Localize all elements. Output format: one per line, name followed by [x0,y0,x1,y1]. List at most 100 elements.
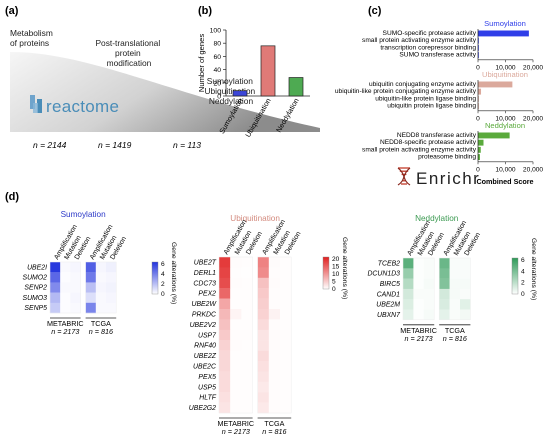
gene-label: HLTF [199,395,217,402]
term-label: transcription corepressor binding [380,44,476,51]
heatmap-cell [219,392,231,403]
panel-a: Metabolism of proteins Post-translationa… [10,28,320,150]
heatmap-cell [268,288,281,299]
term-bar [478,37,479,44]
heatmap-cell [230,277,242,289]
scale-tick-label: 6 [521,257,525,264]
panel-d-heatmaps: SumoylationAmplificationMutationDeletion… [22,210,537,436]
term-bar [478,52,479,58]
heatmap-cell [413,299,424,310]
term-label: ubiquitin-like protein ligase binding [375,95,476,102]
heatmap-cell [460,278,471,290]
heatmap-cell [280,381,292,393]
heatmap-cell [449,278,461,290]
x-tick-label: 20,000 [523,115,544,122]
heatmap-cell [230,361,242,372]
heatmap-cell [219,371,231,382]
cohort-name: METABRIC [47,319,84,328]
bar-ubiquitination [260,45,276,97]
gene-label: SENP2 [24,285,47,292]
x-tick-label: 0 [476,166,480,173]
panel-label-d: (d) [5,191,19,203]
heatmap-cell [95,262,107,273]
funnel-curve [10,52,320,132]
heatmap-cell [95,292,107,303]
gene-label: UBE2I [27,264,47,271]
heatmap-cell [403,278,414,290]
heatmap-cell [449,258,461,269]
heatmap-cell [70,282,81,293]
heatmap-cell [85,292,96,303]
heatmap-cell [50,282,61,293]
term-bar [478,139,484,146]
heatmap-cell [257,392,269,403]
heatmap-cell [219,267,231,278]
svg-text:reactome: reactome [46,97,119,116]
heatmap-cell [268,381,281,393]
heatmap-cell [219,329,231,341]
count-metabolism: n = 2144 [33,140,67,150]
heatmap-cell [257,257,269,268]
term-bar [478,81,513,88]
term-label: small protein activating enzyme activity [362,146,477,153]
heatmap-cell [403,288,414,300]
heatmap-cell [106,292,117,303]
heatmap-cell [460,258,471,269]
scale-tick-label: 6 [161,261,165,268]
heatmap-cell [460,309,471,320]
heatmap-cell [268,402,281,414]
heatmap-cell [257,288,269,299]
heatmap-cell [257,340,269,351]
heatmap-cell [85,302,96,314]
heatmap-cell [230,392,242,403]
heatmap-cell [230,288,242,299]
color-scale [511,257,519,295]
heatmap-cell [257,371,269,382]
cohort-name: TCGA [91,319,111,328]
heatmap-cell [413,309,424,320]
term-bar [478,44,479,51]
heatmap-cell [230,267,242,278]
heatmap-frame [218,256,253,414]
heatmap-cell [241,267,253,278]
scale-tick-label: 10 [332,271,340,278]
term-label: ubiquitin protein ligase binding [387,103,476,110]
heatmap-cell [230,257,242,268]
heatmap-cell [268,371,281,382]
heatmap-cell [423,268,435,279]
heatmap-frame [257,256,292,414]
heatmap-cell [268,298,281,310]
heatmap-cell [423,288,435,300]
scale-label: Gene alterations (%) [170,242,177,304]
heatmap-cell [241,402,253,414]
heatmap-frame [49,261,81,314]
heatmap-cell [230,371,242,382]
heatmap-cell [439,268,450,279]
heatmap-cell [219,361,231,372]
heatmap-cell [230,350,242,362]
heatmap-cell [257,402,269,414]
heatmap-cell [413,278,424,290]
gene-label: CDC73 [193,280,216,287]
heatmap-cell [460,288,471,300]
heatmap-cell [268,277,281,289]
heatmap-cell [70,302,81,314]
heatmap-cell [230,329,242,341]
heatmap-frame [402,257,435,321]
cohort-name: METABRIC [217,419,254,428]
stage-label-ptm: Post-translational protein modification [95,38,162,68]
heatmap-cell [230,402,242,414]
heatmap-cell [230,319,242,330]
heatmap-cell [106,272,117,283]
panel-c-enrichr: Sumoylation SUMO-specific protease activi… [335,19,544,188]
term-bar [478,146,481,153]
heatmap-cell [280,350,292,362]
term-label: ubiquitin conjugating enzyme activity [369,81,477,88]
color-scale [322,256,330,290]
heatmap-cell [257,309,269,320]
heatmap-cell [219,350,231,362]
gene-label: PEX5 [198,374,216,381]
heatmap-cell [70,262,81,273]
heatmap-cell [268,267,281,278]
